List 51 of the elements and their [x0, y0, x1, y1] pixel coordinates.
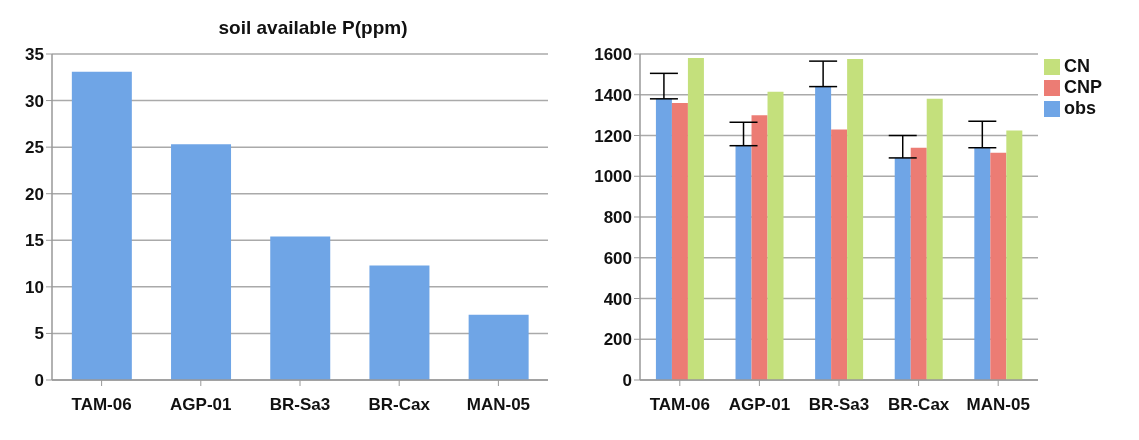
bar [926, 98, 943, 380]
bar [735, 145, 752, 380]
bar [831, 129, 848, 380]
y-tick-label: 200 [603, 330, 632, 350]
y-tick-label: 1000 [594, 167, 632, 187]
bar [847, 59, 864, 380]
y-tick-label: 25 [25, 138, 44, 158]
bar [990, 152, 1007, 380]
y-tick-label: 0 [622, 371, 632, 391]
x-tick-label: MAN-05 [466, 395, 531, 415]
bar [767, 91, 784, 380]
y-tick-label: 1200 [594, 126, 632, 146]
x-tick-label: BR-Sa3 [269, 395, 331, 415]
y-tick-label: 20 [25, 184, 44, 204]
bar [1006, 130, 1023, 380]
bar [369, 265, 430, 380]
bar [671, 102, 688, 380]
x-tick-label: MAN-05 [966, 395, 1030, 415]
legend-label: CN [1064, 56, 1090, 76]
bar [815, 86, 832, 380]
x-tick-label: TAM-06 [649, 395, 710, 415]
y-tick-label: 400 [603, 289, 632, 309]
x-tick-label: BR-Cax [368, 395, 431, 415]
bar [270, 236, 331, 380]
y-tick-label: 10 [25, 277, 44, 297]
x-tick-label: AGP-01 [170, 395, 232, 415]
y-tick-label: 1600 [594, 45, 632, 65]
legend-label: obs [1064, 98, 1097, 118]
bar [894, 157, 911, 380]
y-tick-label: 15 [25, 231, 44, 251]
x-tick-label: BR-Sa3 [808, 395, 870, 415]
legend-label: CNP [1064, 77, 1103, 97]
bar [687, 58, 704, 380]
bar [974, 147, 991, 380]
y-tick-label: 35 [25, 45, 44, 65]
y-tick-label: 0 [34, 371, 44, 391]
chart-title: soil available P(ppm) [218, 17, 408, 38]
y-tick-label: 30 [25, 91, 44, 111]
x-tick-label: AGP-01 [728, 395, 791, 415]
bar [751, 115, 768, 380]
bar [910, 147, 927, 380]
y-tick-label: 5 [34, 324, 44, 344]
bar [71, 71, 132, 380]
bar [171, 144, 232, 380]
y-tick-label: 600 [603, 248, 632, 268]
bar [655, 98, 672, 380]
y-tick-label: 800 [603, 208, 632, 228]
x-tick-label: TAM-06 [71, 395, 132, 415]
x-tick-label: BR-Cax [887, 395, 950, 415]
bar [468, 314, 529, 380]
y-tick-label: 1400 [594, 85, 632, 105]
